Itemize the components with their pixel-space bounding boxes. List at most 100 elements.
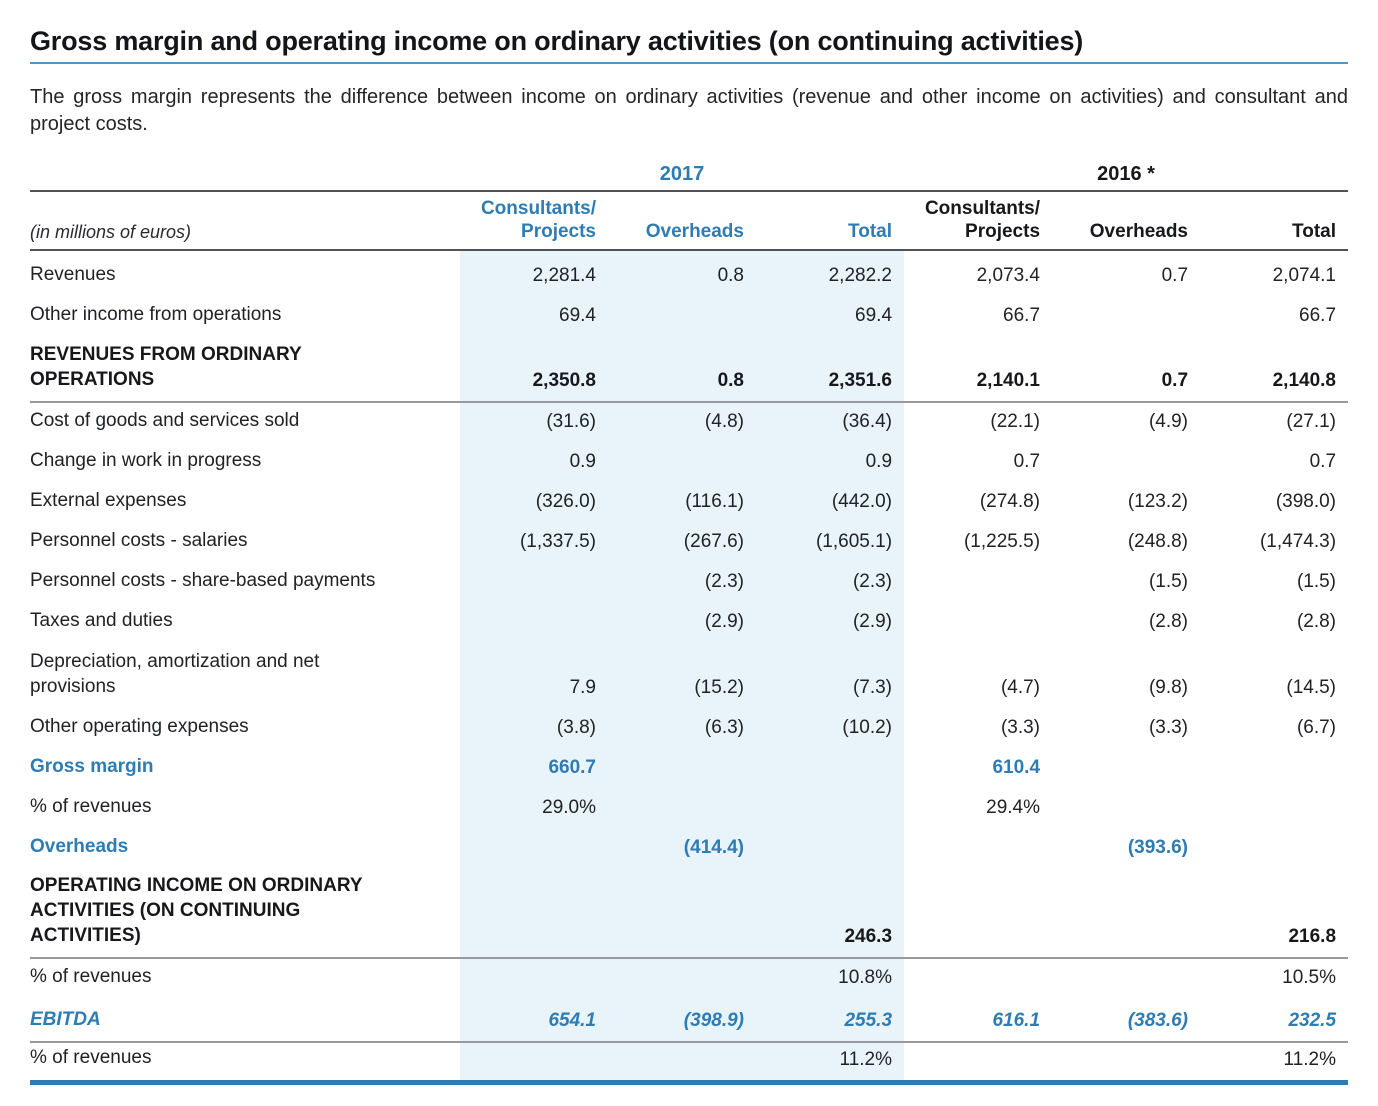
- value-cell: (123.2): [1127, 491, 1189, 512]
- value-cell: [904, 868, 1053, 959]
- value-cell: 0.7: [1013, 451, 1041, 472]
- value-cell: [904, 602, 1052, 642]
- value-cell: [756, 748, 905, 788]
- value-cell: (248.8): [1127, 531, 1189, 552]
- value-cell: (442.0): [756, 482, 905, 522]
- value-cell: [608, 296, 756, 336]
- value-cell: (393.6): [1127, 837, 1189, 858]
- title-underline: [30, 62, 1348, 64]
- table-row: Personnel costs - share-based payments (2…: [30, 562, 1348, 602]
- table-body: Revenues 2,281.4 0.8 2,282.2 2,073.4 0.7 2,074…: [30, 250, 1349, 1082]
- value-cell: [608, 1042, 756, 1082]
- row-label: EBITDA: [30, 998, 460, 1043]
- row-label: Personnel costs - salaries: [30, 529, 248, 551]
- value-cell: [756, 788, 905, 828]
- value-cell: (27.1): [1286, 411, 1337, 432]
- row-label: Depreciation, amortization and net provi…: [30, 650, 320, 697]
- table-row: Other operating expenses (3.8) (6.3) (10.2)…: [30, 708, 1348, 748]
- row-label: Gross margin: [30, 755, 154, 777]
- value-cell: 0.8: [608, 336, 756, 403]
- row-label: % of revenues: [30, 795, 152, 817]
- table-row: External expenses (326.0) (116.1) (442.0) (2…: [30, 482, 1348, 522]
- value-cell: 616.1: [904, 998, 1053, 1043]
- value-cell: 69.4: [460, 296, 608, 336]
- value-cell: (2.8): [1296, 611, 1337, 632]
- financial-table: 2017 2016 * (in millions of euros) Consu…: [30, 154, 1349, 1085]
- row-label: Other operating expenses: [30, 715, 249, 737]
- value-cell: [1200, 748, 1348, 788]
- value-cell: [756, 828, 905, 868]
- value-cell: (31.6): [460, 402, 608, 442]
- value-cell: 216.8: [1200, 868, 1349, 959]
- value-cell: [608, 958, 756, 998]
- table-row: Cost of goods and services sold (31.6) (4.…: [30, 402, 1348, 442]
- value-cell: 29.4%: [986, 797, 1041, 818]
- value-cell: [460, 828, 608, 868]
- value-cell: [608, 748, 756, 788]
- value-cell: 66.7: [1299, 305, 1337, 326]
- unit-label: (in millions of euros): [30, 191, 460, 251]
- value-cell: [1052, 1042, 1200, 1082]
- year-header-row: 2017 2016 *: [30, 154, 1349, 192]
- value-cell: 2,140.8: [1200, 336, 1349, 403]
- value-cell: 69.4: [756, 296, 905, 336]
- value-cell: (3.3): [1148, 717, 1189, 738]
- table-row: Revenues 2,281.4 0.8 2,282.2 2,073.4 0.7 2,074…: [30, 250, 1348, 296]
- value-cell: [460, 1042, 608, 1082]
- value-cell: 10.8%: [756, 958, 905, 998]
- value-cell: [1052, 442, 1200, 482]
- value-cell: (2.3): [756, 562, 905, 602]
- row-label: Overheads: [30, 835, 129, 857]
- table-row: Overheads (414.4) (393.6): [30, 828, 1348, 868]
- row-label: Revenues: [30, 263, 116, 285]
- value-cell: [460, 562, 608, 602]
- value-cell: (4.8): [608, 402, 756, 442]
- value-cell: [1200, 788, 1348, 828]
- value-cell: (1,337.5): [460, 522, 608, 562]
- value-cell: (1,474.3): [1259, 531, 1337, 552]
- value-cell: (2.9): [756, 602, 905, 642]
- year-header-2017: 2017: [460, 154, 905, 192]
- table-row: Gross margin 660.7 610.4: [30, 748, 1348, 788]
- row-label: REVENUES FROM ORDINARY OPERATIONS: [30, 336, 460, 403]
- value-cell: 2,350.8: [460, 336, 608, 403]
- value-cell: [1052, 296, 1200, 336]
- value-cell: [1052, 958, 1200, 998]
- value-cell: 11.2%: [756, 1042, 905, 1082]
- value-cell: 7.9: [460, 642, 608, 708]
- table-row: Personnel costs - salaries (1,337.5) (267.…: [30, 522, 1348, 562]
- value-cell: (9.8): [1148, 677, 1189, 698]
- value-cell: (1.5): [1148, 571, 1189, 592]
- value-cell: (267.6): [608, 522, 756, 562]
- row-label: % of revenues: [30, 965, 152, 987]
- column-header-2017-total: Total: [756, 191, 905, 251]
- column-header-2017-overheads: Overheads: [608, 191, 756, 251]
- value-cell: (2.8): [1148, 611, 1189, 632]
- value-cell: [608, 788, 756, 828]
- value-cell: [460, 602, 608, 642]
- value-cell: (3.8): [460, 708, 608, 748]
- row-label: Change in work in progress: [30, 449, 262, 471]
- table-row: EBITDA 654.1 (398.9) 255.3 616.1 (383.6) 232.5: [30, 998, 1349, 1043]
- table-row: Depreciation, amortization and net provi…: [30, 642, 1348, 708]
- column-header-2017-consultants-projects: Consultants/ Projects: [460, 191, 608, 251]
- value-cell: 654.1: [460, 998, 608, 1043]
- value-cell: 0.7: [1052, 336, 1201, 403]
- value-cell: [608, 442, 756, 482]
- value-cell: 2,281.4: [460, 250, 608, 296]
- column-header-row: (in millions of euros) Consultants/ Proj…: [30, 191, 1349, 251]
- value-cell: (398.0): [1275, 491, 1337, 512]
- value-cell: 660.7: [460, 748, 608, 788]
- value-cell: 0.7: [1161, 265, 1189, 286]
- value-cell: 2,140.1: [904, 336, 1053, 403]
- value-cell: 11.2%: [1283, 1048, 1337, 1070]
- value-cell: [460, 958, 608, 998]
- value-cell: [1052, 788, 1200, 828]
- value-cell: 610.4: [992, 757, 1041, 778]
- value-cell: [1200, 828, 1348, 868]
- value-cell: (274.8): [979, 491, 1041, 512]
- row-label: Taxes and duties: [30, 609, 173, 631]
- value-cell: 0.8: [608, 250, 756, 296]
- value-cell: 255.3: [756, 998, 905, 1043]
- value-cell: [1052, 748, 1200, 788]
